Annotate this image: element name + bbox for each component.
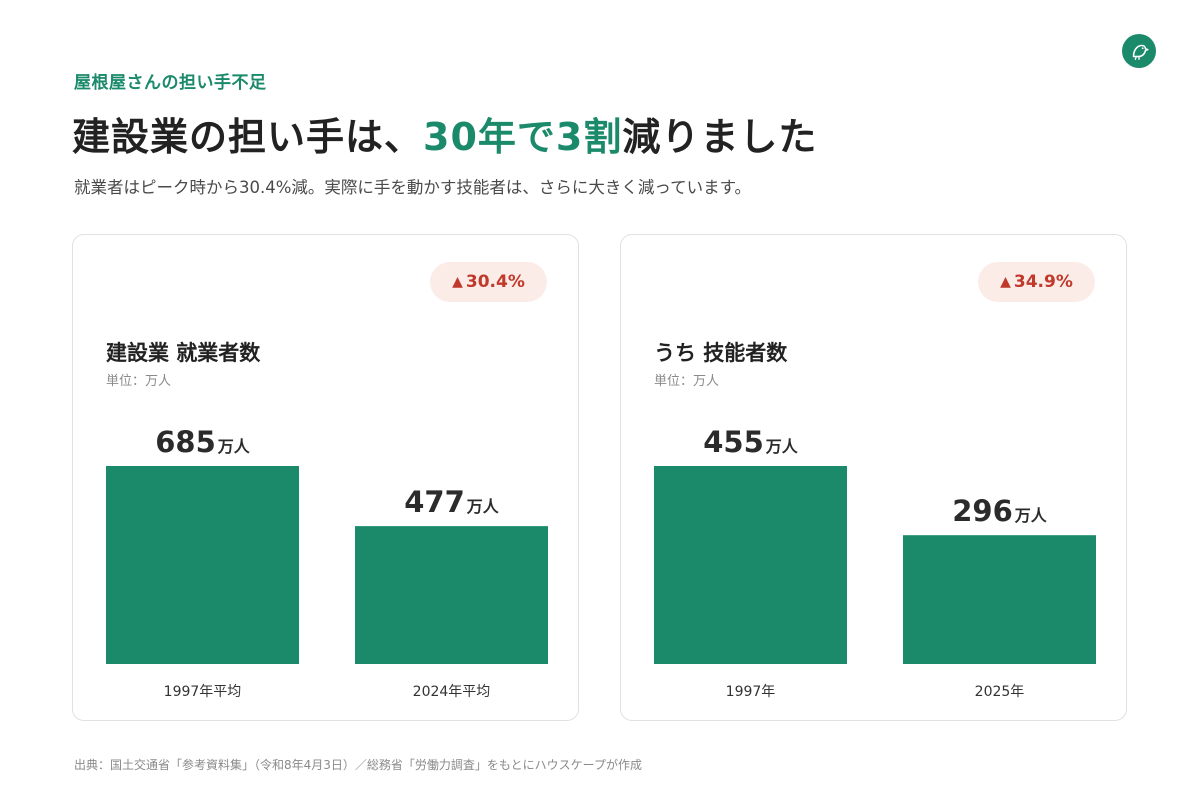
chart-card-workers: ▲ 30.4% 建設業 就業者数 単位：万人 685 万人 1997年平均 477 万人 2… bbox=[72, 234, 579, 721]
triangle-up-icon: ▲ bbox=[452, 274, 463, 290]
decline-badge-value: 34.9% bbox=[1013, 272, 1073, 292]
section-eyebrow: 屋根屋さんの担い手不足 bbox=[74, 73, 267, 93]
card-unit-label: 単位：万人 bbox=[106, 374, 172, 389]
bar-value-label: 455 万人 bbox=[703, 425, 799, 459]
page-title: 建設業の担い手は、30年で3割減りました bbox=[72, 106, 817, 161]
page-subtitle: 就業者はピーク時から30.4%減。実際に手を動かす技能者は、さらに大きく減ってい… bbox=[74, 178, 751, 197]
category-label: 1997年 bbox=[726, 684, 776, 700]
decline-badge: ▲ 34.9% bbox=[978, 262, 1095, 302]
bar bbox=[654, 466, 847, 664]
bar bbox=[903, 535, 1096, 664]
card-unit-label: 単位：万人 bbox=[654, 374, 720, 389]
bar bbox=[355, 526, 548, 664]
bar-chart-workers: 685 万人 1997年平均 477 万人 2024年平均 bbox=[106, 425, 548, 700]
decline-badge-value: 30.4% bbox=[465, 272, 525, 292]
card-title: 建設業 就業者数 bbox=[106, 341, 261, 365]
category-label: 2025年 bbox=[975, 684, 1025, 700]
chart-card-skilled-workers: ▲ 34.9% うち 技能者数 単位：万人 455 万人 1997年 296 万人 2025… bbox=[620, 234, 1127, 721]
category-label: 2024年平均 bbox=[413, 684, 491, 700]
headline-accent: 30年で3割 bbox=[423, 115, 623, 159]
bar-value-label: 296 万人 bbox=[952, 494, 1048, 528]
source-note: 出典：国土交通省「参考資料集」（令和8年4月3日）／総務省「労働力調査」をもとに… bbox=[74, 758, 642, 772]
bar-value-label: 477 万人 bbox=[404, 485, 500, 519]
triangle-up-icon: ▲ bbox=[1000, 274, 1011, 290]
bar bbox=[106, 466, 299, 664]
bar-value-label: 685 万人 bbox=[155, 425, 251, 459]
category-label: 1997年平均 bbox=[164, 684, 242, 700]
headline-post: 減りました bbox=[622, 115, 818, 159]
card-title: うち 技能者数 bbox=[654, 341, 788, 365]
bird-icon bbox=[1132, 44, 1149, 60]
decline-badge: ▲ 30.4% bbox=[430, 262, 547, 302]
headline-pre: 建設業の担い手は、 bbox=[72, 115, 424, 159]
brand-logo bbox=[1122, 34, 1156, 68]
bar-chart-skilled-workers: 455 万人 1997年 296 万人 2025年 bbox=[654, 425, 1096, 700]
